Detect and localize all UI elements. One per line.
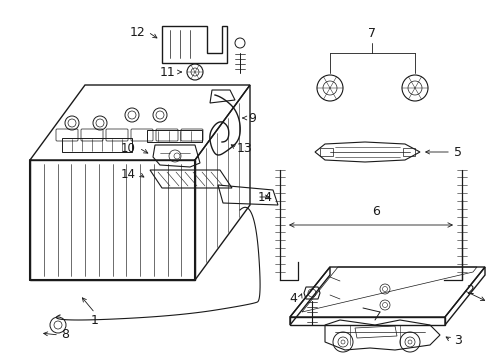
Text: 14: 14 <box>257 190 272 203</box>
Text: 3: 3 <box>453 333 461 346</box>
Text: 5: 5 <box>453 145 461 158</box>
Text: 4: 4 <box>288 292 296 305</box>
Text: 1: 1 <box>91 314 99 327</box>
Text: 2: 2 <box>465 284 473 297</box>
Text: 6: 6 <box>371 204 379 217</box>
Text: 11: 11 <box>160 66 176 78</box>
Text: 13: 13 <box>237 141 252 154</box>
Text: 14: 14 <box>120 167 135 180</box>
Text: 10: 10 <box>121 141 135 154</box>
Text: 8: 8 <box>61 328 69 342</box>
Text: 12: 12 <box>130 26 145 39</box>
Text: 7: 7 <box>367 27 375 40</box>
Text: 9: 9 <box>247 112 255 125</box>
